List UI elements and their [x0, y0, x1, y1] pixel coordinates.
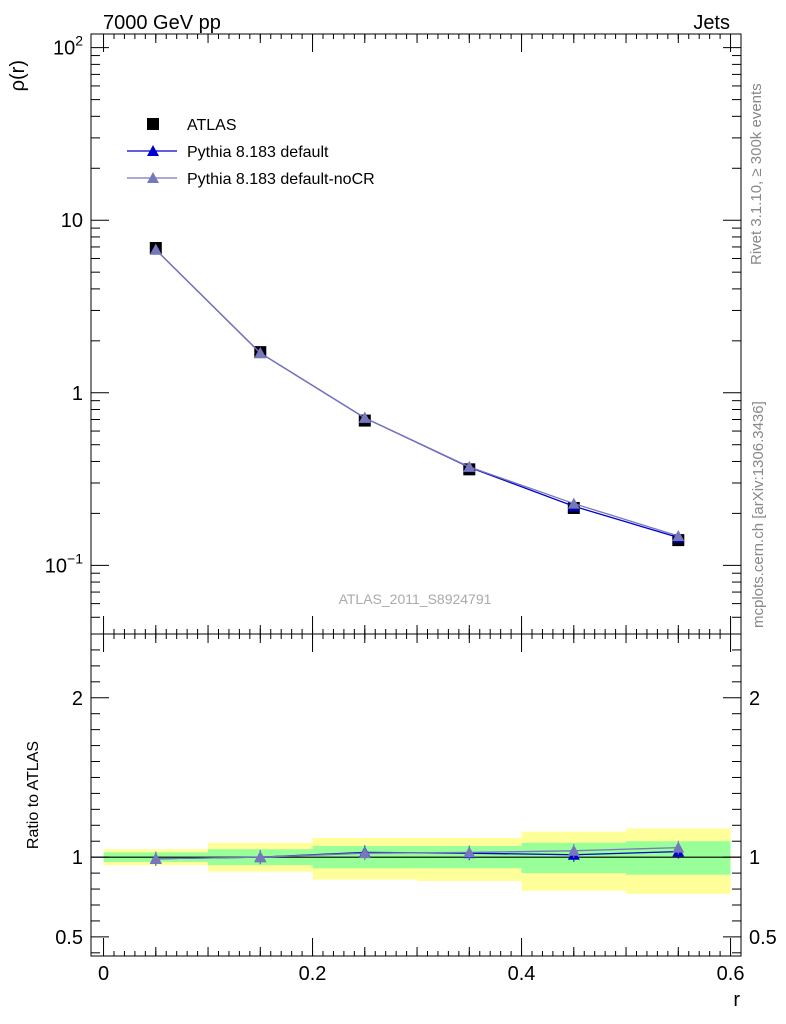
main-plot: 10−1 1 10 102 ρ(r) ATLAS_2011_S8924791 ATLA…	[7, 33, 742, 635]
main-axis-ticks: 10−1 1 10 102	[45, 33, 741, 635]
main-ytick-label: 102	[53, 33, 83, 60]
series-line	[155, 249, 679, 537]
rivet-label: Rivet 3.1.10, ≥ 300k events	[748, 83, 765, 265]
main-ytick-label: 1	[72, 383, 83, 405]
legend-marker-atlas	[147, 118, 159, 130]
mc-point	[149, 243, 162, 255]
ratio-ytick-label-left: 2	[72, 688, 83, 710]
mcplots-label: mcplots.cern.ch [arXiv:1306.3436]	[750, 401, 767, 628]
ratio-frame	[90, 633, 742, 957]
legend: ATLAS Pythia 8.183 default Pythia 8.183 de…	[127, 117, 375, 188]
ratio-xtick-label: 0.2	[299, 963, 327, 985]
ratio-line	[155, 846, 679, 860]
ratio-point	[567, 844, 580, 856]
ratio-bands	[91, 828, 741, 894]
series-2	[149, 243, 685, 541]
mc-point	[463, 460, 476, 472]
series-0	[149, 242, 685, 547]
mc-point	[567, 497, 580, 509]
ratio-xlabel: r	[733, 989, 740, 1011]
ratio-ytick-label-right: 2	[749, 688, 760, 710]
ratio-ytick-label-right: 1	[749, 847, 760, 869]
ratio-point	[254, 851, 267, 863]
legend-marker	[147, 172, 159, 183]
ratio-point	[672, 841, 685, 853]
mc-point	[254, 347, 267, 359]
energy-title: 7000 GeV pp	[103, 12, 221, 34]
legend-label: ATLAS	[187, 117, 237, 134]
ratio-ytick-label-left: 0.5	[55, 927, 83, 949]
ratio-xtick-label: 0.4	[508, 963, 536, 985]
ratio-ytick-label-right: 0.5	[749, 927, 777, 949]
ratio-ytick-label-left: 1	[72, 847, 83, 869]
series-1	[149, 243, 685, 543]
ratio-point	[463, 846, 476, 858]
ratio-point	[149, 852, 162, 864]
series-line	[155, 249, 679, 539]
main-series	[149, 242, 685, 547]
ratio-ylabel: Ratio to ATLAS	[25, 741, 42, 849]
legend-label: Pythia 8.183 default	[187, 144, 329, 161]
legend-label: Pythia 8.183 default-noCR	[187, 171, 375, 188]
ratio-series	[149, 840, 685, 866]
ratio-plot: 0.5 0.5 1 1 2 2 0 0.2 0.4 0.6 Ratio to ATLAS r	[25, 633, 777, 1011]
mc-point	[672, 529, 685, 541]
mc-point	[358, 411, 371, 423]
main-ylabel: ρ(r)	[7, 60, 29, 91]
legend-marker	[147, 145, 159, 156]
main-ytick-label: 10	[61, 210, 83, 232]
ratio-axis-ticks: 0.5 0.5 1 1 2 2 0 0.2 0.4 0.6	[55, 633, 777, 985]
main-ytick-label: 10−1	[45, 550, 83, 577]
ratio-series-1	[149, 840, 685, 866]
analysis-label: ATLAS_2011_S8924791	[339, 591, 492, 607]
ratio-point	[358, 847, 371, 859]
process-title: Jets	[693, 12, 730, 34]
ratio-xtick-label: 0	[98, 963, 109, 985]
ratio-xtick-label: 0.6	[717, 963, 745, 985]
